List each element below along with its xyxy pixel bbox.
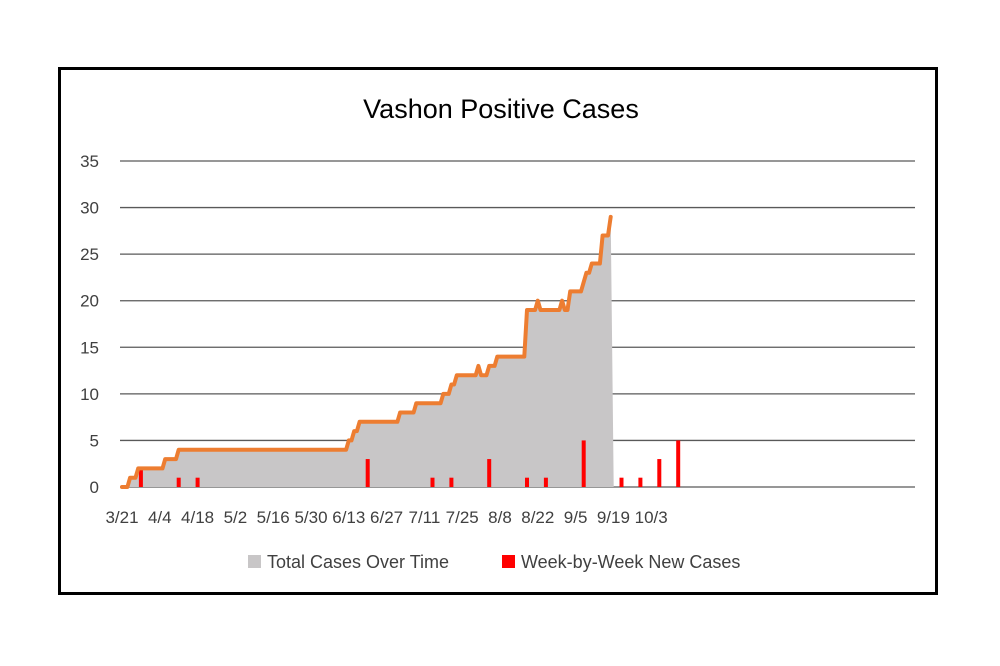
x-tick-label: 5/2 bbox=[224, 508, 248, 527]
chart-svg: Vashon Positive Cases 0 5 10 15 20 25 30 35 3/2… bbox=[80, 94, 915, 572]
area-layer bbox=[122, 216, 614, 487]
bar-layer bbox=[138, 440, 681, 487]
x-tick-label: 8/8 bbox=[488, 508, 512, 527]
x-tick-label: 5/30 bbox=[294, 508, 327, 527]
line-layer bbox=[120, 214, 613, 489]
weekly-new-cases-bar bbox=[430, 477, 435, 487]
y-tick-label: 20 bbox=[80, 292, 99, 311]
x-tick-label: 9/5 bbox=[564, 508, 588, 527]
weekly-new-cases-bar bbox=[619, 477, 624, 487]
weekly-new-cases-bar bbox=[525, 477, 529, 487]
weekly-new-cases-bar bbox=[365, 459, 370, 487]
weekly-new-cases-bar bbox=[138, 468, 143, 487]
legend-swatch-weekly-new-cases bbox=[502, 555, 515, 568]
y-axis-tick-labels: 0 5 10 15 20 25 30 35 bbox=[80, 152, 99, 497]
x-tick-label: 9/19 bbox=[597, 508, 630, 527]
y-tick-label: 0 bbox=[90, 478, 99, 497]
x-tick-label: 7/11 bbox=[408, 508, 440, 527]
x-tick-label: 5/16 bbox=[257, 508, 290, 527]
weekly-new-cases-bar bbox=[449, 477, 454, 487]
weekly-new-cases-bar bbox=[657, 459, 662, 487]
weekly-new-cases-bar bbox=[676, 440, 681, 487]
legend-label-weekly-new-cases: Week-by-Week New Cases bbox=[521, 552, 740, 572]
y-tick-label: 30 bbox=[80, 199, 99, 218]
y-tick-label: 25 bbox=[80, 245, 99, 264]
x-axis-tick-labels: 3/21 4/4 4/18 5/2 5/16 5/30 6/13 6/27 7/11 7/25 8/… bbox=[105, 508, 667, 527]
y-tick-label: 10 bbox=[80, 385, 99, 404]
total-cases-area bbox=[122, 216, 614, 487]
legend: Total Cases Over Time Week-by-Week New C… bbox=[248, 552, 740, 572]
x-tick-label: 10/3 bbox=[635, 508, 668, 527]
weekly-new-cases-bar bbox=[195, 477, 200, 487]
weekly-new-cases-bar bbox=[487, 459, 492, 487]
legend-swatch-total-cases bbox=[248, 555, 261, 568]
x-tick-label: 3/21 bbox=[105, 508, 138, 527]
x-tick-label: 6/13 bbox=[332, 508, 365, 527]
x-tick-label: 8/22 bbox=[521, 508, 554, 527]
y-tick-label: 5 bbox=[90, 431, 99, 450]
weekly-new-cases-bar bbox=[581, 440, 586, 487]
chart-frame: Vashon Positive Cases 0 5 10 15 20 25 30 35 3/2… bbox=[58, 67, 938, 595]
weekly-new-cases-bar bbox=[638, 477, 643, 487]
x-tick-label: 7/25 bbox=[446, 508, 479, 527]
weekly-new-cases-bar bbox=[543, 477, 548, 487]
total-cases-line bbox=[120, 214, 613, 489]
x-tick-label: 6/27 bbox=[370, 508, 403, 527]
y-tick-label: 15 bbox=[80, 338, 99, 357]
y-tick-label: 35 bbox=[80, 152, 99, 171]
legend-label-total-cases: Total Cases Over Time bbox=[267, 552, 449, 572]
x-tick-label: 4/4 bbox=[148, 508, 172, 527]
chart-title: Vashon Positive Cases bbox=[363, 94, 639, 124]
weekly-new-cases-bar bbox=[176, 477, 181, 487]
x-tick-label: 4/18 bbox=[181, 508, 214, 527]
